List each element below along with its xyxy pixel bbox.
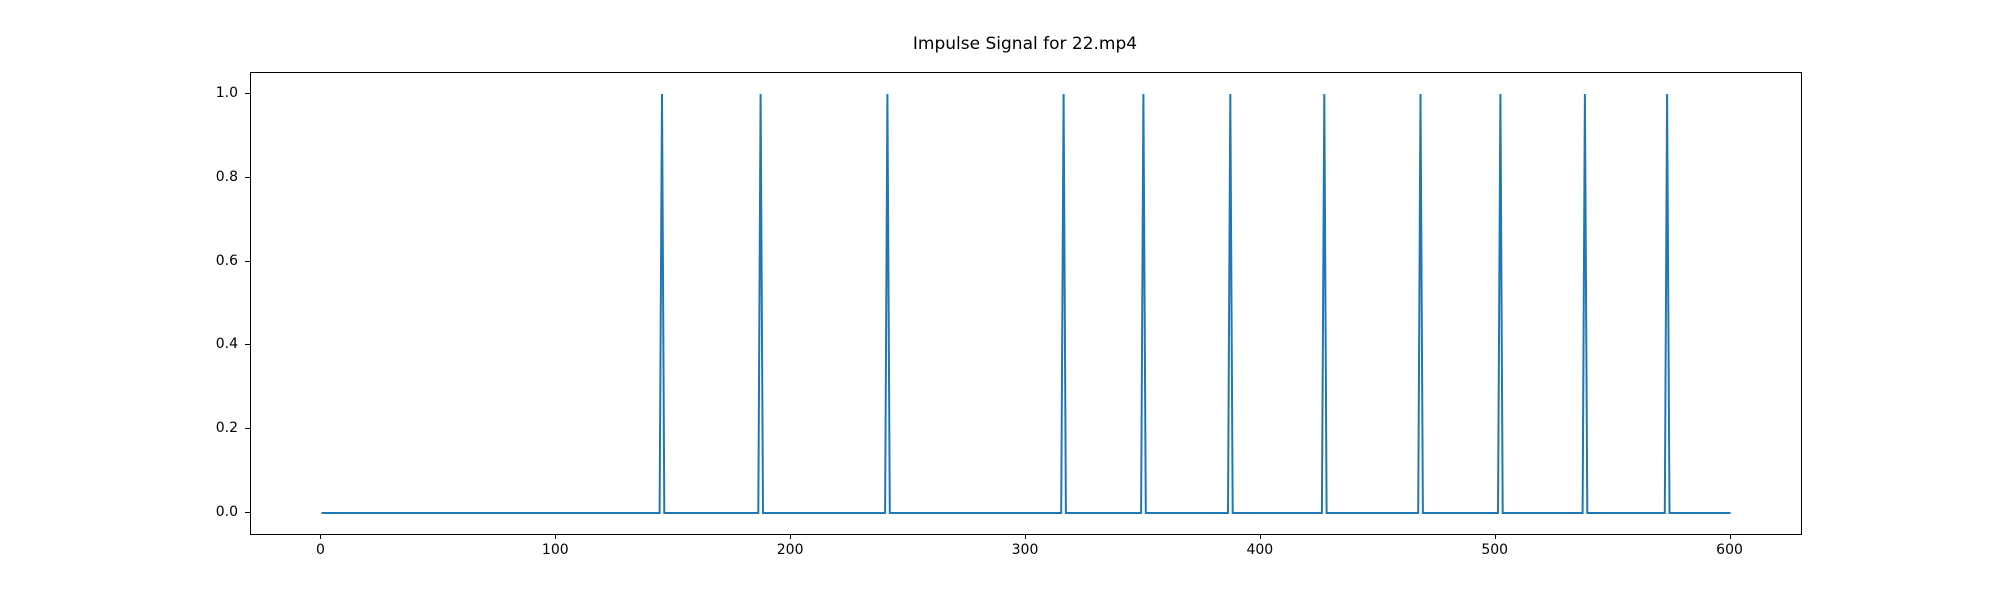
x-tick-mark (1025, 534, 1026, 539)
x-tick-label: 400 (1246, 542, 1274, 558)
x-tick-label: 200 (776, 542, 804, 558)
y-tick-label: 0.4 (215, 336, 238, 353)
y-tick-label: 0.6 (215, 252, 238, 269)
x-tick-label: 100 (541, 542, 569, 558)
y-tick-label: 0.0 (215, 504, 238, 521)
x-tick-label: 300 (1011, 542, 1039, 558)
y-tick-mark (245, 512, 250, 514)
x-tick-mark (790, 534, 792, 539)
impulse-signal-series (321, 93, 1731, 514)
y-tick-label: 1.0 (215, 84, 238, 101)
x-tick-mark (555, 534, 557, 539)
y-tick-label: 0.2 (215, 420, 238, 437)
y-tick-mark (245, 428, 250, 430)
x-tick-label: 500 (1481, 542, 1509, 558)
plot-area (250, 72, 1802, 535)
x-tick-mark (1494, 534, 1496, 539)
y-tick-mark (245, 92, 250, 94)
x-tick-mark (1259, 534, 1261, 539)
y-tick-mark (245, 260, 250, 262)
x-tick-mark (1729, 534, 1731, 539)
x-tick-mark (320, 534, 322, 539)
signal-polyline (321, 93, 1731, 514)
y-tick-mark (245, 344, 250, 346)
chart-title: Impulse Signal for 22.mp4 (912, 34, 1138, 54)
x-tick-label: 600 (1716, 542, 1743, 558)
y-tick-mark (245, 176, 250, 178)
y-tick-label: 0.8 (215, 168, 238, 185)
x-tick-label: 0 (315, 542, 325, 558)
